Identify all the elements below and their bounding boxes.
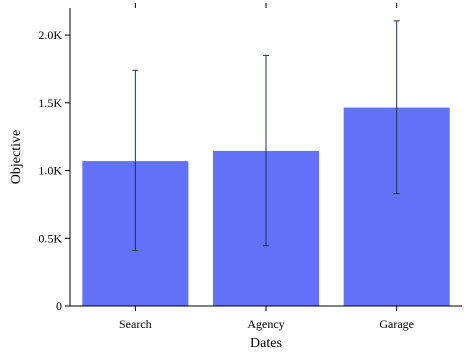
- x-axis-label: Dates: [250, 336, 282, 351]
- ticks-layer: Search Agency Garage 0 0.5K 1.0K 1.5K 2.0K: [38, 3, 414, 331]
- x-tick-label: Garage: [379, 317, 414, 331]
- y-tick-label: 1.0K: [38, 164, 62, 178]
- y-tick-label: 0: [56, 299, 62, 313]
- x-tick-label: Agency: [247, 317, 284, 331]
- y-tick-label: 1.5K: [38, 96, 62, 110]
- y-axis-label: Objective: [9, 130, 24, 184]
- y-tick-label: 0.5K: [38, 231, 62, 245]
- x-tick-label: Search: [119, 317, 152, 331]
- error-bars-layer: [132, 20, 400, 251]
- y-tick-label: 2.0K: [38, 28, 62, 42]
